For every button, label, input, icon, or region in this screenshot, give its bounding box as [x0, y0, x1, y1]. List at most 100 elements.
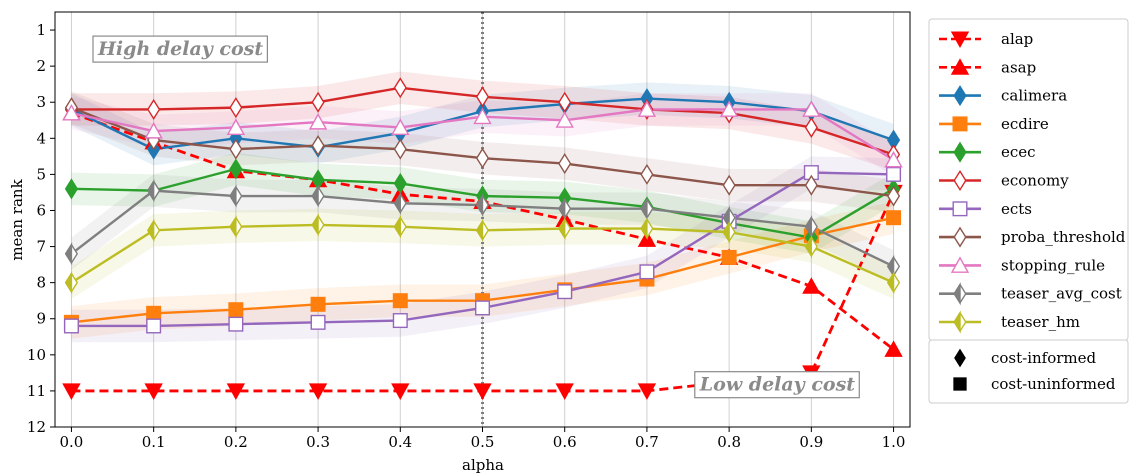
legend-marker [953, 282, 967, 306]
legend-marker [950, 256, 970, 273]
point-stopping_rule [555, 111, 574, 128]
point-economy [393, 77, 407, 99]
x-tick-label: 0.1 [142, 433, 166, 451]
x-axis-label: alpha [462, 456, 504, 474]
marker-legend-label: cost-uninformed [991, 375, 1116, 393]
point-proba_threshold [229, 138, 243, 160]
y-tick-label: 7 [36, 238, 46, 256]
marker-legend-label: cost-informed [991, 349, 1097, 367]
x-tick-label: 0.2 [224, 433, 248, 451]
legend-label: ects [1001, 200, 1032, 218]
point-proba_threshold [393, 138, 407, 160]
point-teaser_avg_cost [64, 242, 79, 266]
point-teaser_hm [311, 213, 325, 237]
legend-label: ecdire [1001, 115, 1049, 133]
band-stopping_rule [71, 93, 894, 177]
point-ects [310, 314, 326, 330]
legend-label: alap [1001, 30, 1033, 48]
point-alap [144, 383, 163, 400]
point-ects [639, 264, 655, 280]
y-tick-label: 1 [36, 21, 46, 39]
marker-type-legend: cost-informed cost-uninformed [928, 339, 1129, 404]
point-economy [804, 116, 818, 138]
annotation-box [92, 35, 268, 63]
point-ects [557, 284, 573, 300]
annotation-text: High delay cost [97, 38, 263, 60]
point-teaser_avg_cost [475, 193, 490, 217]
point-teaser_hm [393, 215, 407, 239]
point-alap [226, 383, 246, 400]
point-proba_threshold [475, 147, 490, 169]
x-tick-label: 0.6 [553, 433, 577, 451]
point-teaser_avg_cost [558, 197, 572, 221]
point-teaser_avg_cost [886, 254, 901, 279]
band-teaser_avg_cost [71, 174, 894, 283]
point-ecdire [146, 305, 162, 321]
point-ecdire [228, 302, 244, 318]
y-tick-label: 3 [36, 93, 46, 111]
point-alap [473, 383, 492, 400]
point-economy [147, 98, 161, 120]
y-tick-label: 10 [27, 346, 46, 364]
legend-marker [952, 116, 968, 132]
point-teaser_hm [475, 218, 490, 242]
point-ecec [64, 178, 79, 200]
legend-label: calimera [1001, 87, 1067, 105]
point-ects [475, 300, 491, 316]
point-asap [884, 340, 903, 357]
point-teaser_avg_cost [147, 178, 161, 203]
x-tick-label: 0.8 [717, 433, 741, 451]
legend-label: teaser_avg_cost [1001, 285, 1122, 303]
point-stopping_rule [637, 100, 657, 117]
point-stopping_rule [719, 100, 739, 117]
series-markers [62, 77, 903, 400]
point-teaser_avg_cost [804, 215, 818, 239]
point-proba_threshold [886, 185, 901, 207]
annotation-text: Low delay cost [699, 374, 855, 396]
annotation-box [694, 371, 860, 399]
point-proba_threshold [311, 135, 325, 157]
legend-marker [953, 141, 967, 163]
point-ects [63, 318, 79, 334]
point-ecec [229, 158, 243, 180]
y-tick-label: 12 [27, 418, 46, 436]
point-proba_threshold [558, 153, 572, 175]
point-stopping_rule [308, 113, 328, 130]
point-proba_threshold [722, 174, 736, 196]
legend-marker [952, 201, 968, 217]
point-stopping_rule [391, 118, 410, 135]
point-asap [802, 277, 821, 294]
point-teaser_avg_cost [722, 206, 736, 230]
point-stopping_rule [884, 150, 903, 168]
point-stopping_rule [62, 104, 81, 121]
point-stopping_rule [144, 122, 163, 139]
y-axis-label: mean rank [8, 178, 26, 260]
point-economy [229, 97, 243, 119]
band-economy [71, 71, 894, 171]
point-stopping_rule [473, 107, 492, 125]
x-tick-label: 0.4 [388, 433, 412, 451]
point-ecdire [392, 293, 408, 309]
point-ects [228, 316, 244, 332]
x-tick-label: 0.7 [635, 433, 659, 451]
legend: alap asap calimera ecdire ecec economy ects pro… [928, 18, 1129, 341]
marker-legend-symbol [953, 377, 967, 391]
point-teaser_hm [640, 216, 654, 241]
point-alap [391, 383, 410, 400]
point-alap [308, 383, 328, 400]
legend-marker [953, 85, 967, 107]
x-tick-label: 1.0 [882, 433, 906, 451]
legend-marker [953, 169, 967, 192]
point-teaser_hm [229, 215, 243, 239]
point-ecdire [886, 210, 902, 226]
x-axis: 0.0 0.1 0.2 0.3 0.4 0.5 0.6 0.7 0.8 0.9 1.0 [60, 427, 906, 451]
y-tick-label: 8 [36, 274, 46, 292]
point-teaser_hm [558, 216, 572, 241]
point-alap [555, 383, 574, 400]
x-tick-label: 0.0 [60, 433, 84, 451]
y-tick-label: 5 [36, 165, 46, 183]
annotations: High delay cost Low delay cost [92, 35, 860, 399]
point-stopping_rule [226, 118, 246, 135]
